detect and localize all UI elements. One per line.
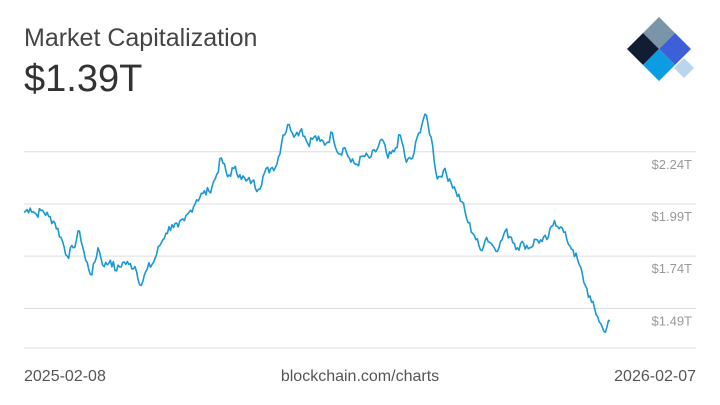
y-tick-label: $2.24T bbox=[652, 157, 693, 172]
y-tick-label: $1.99T bbox=[652, 209, 693, 224]
page-title: Market Capitalization bbox=[24, 24, 258, 52]
x-axis-end-date: 2026-02-07 bbox=[614, 368, 696, 385]
market-cap-series-line bbox=[23, 113, 611, 334]
x-axis-start-date: 2025-02-08 bbox=[24, 368, 106, 385]
grid-lines bbox=[24, 151, 696, 349]
y-tick-label: $1.74T bbox=[652, 261, 693, 276]
y-axis-ticks: $1.49T $1.74T $1.99T $2.24T bbox=[652, 157, 693, 329]
current-value: $1.39T bbox=[24, 58, 143, 100]
y-tick-label: $1.49T bbox=[652, 313, 693, 328]
source-label: blockchain.com/charts bbox=[280, 368, 440, 385]
logo-bottom-diamond bbox=[643, 49, 675, 81]
logo-small-diamond bbox=[674, 58, 694, 78]
blockchain-logo-icon bbox=[627, 17, 694, 81]
